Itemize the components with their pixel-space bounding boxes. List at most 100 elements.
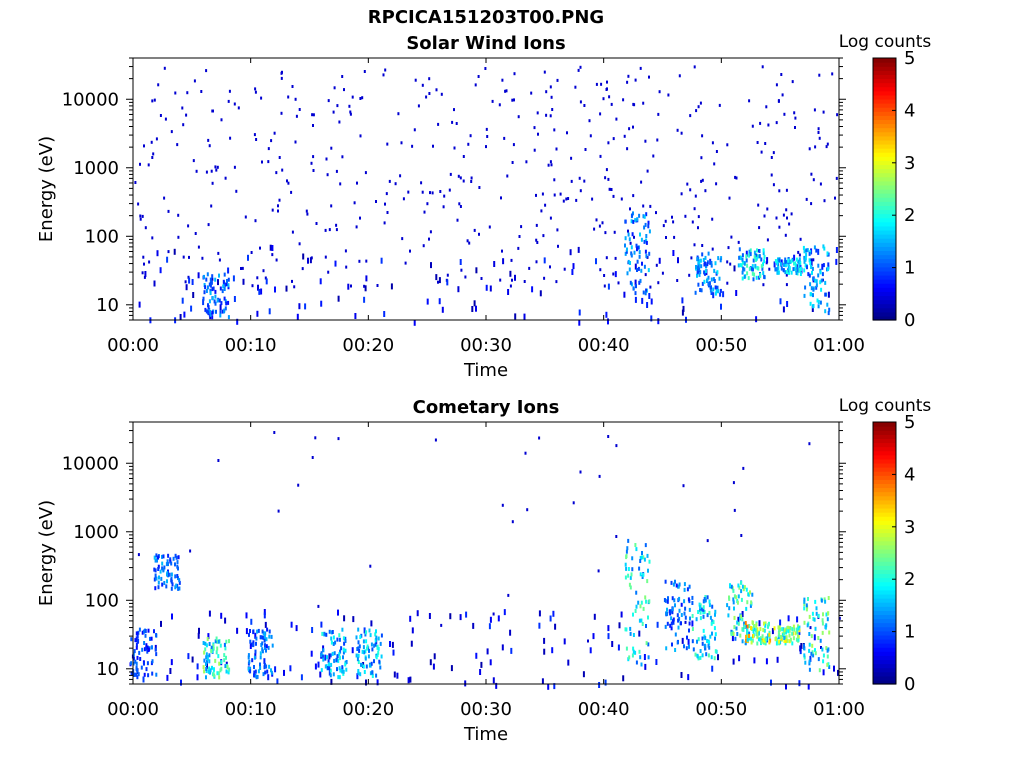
feature-cell — [763, 639, 766, 644]
feature-cell — [212, 643, 215, 648]
count-cell — [306, 212, 309, 216]
count-cell — [259, 246, 261, 250]
feature-cell — [130, 671, 133, 676]
feature-cell — [697, 260, 700, 265]
feature-cell — [328, 666, 331, 671]
feature-cell — [808, 251, 811, 256]
feature-cell — [745, 258, 748, 263]
feature-cell — [727, 613, 730, 618]
count-cell — [737, 240, 740, 244]
count-cell — [613, 230, 616, 234]
feature-cell — [827, 267, 830, 272]
feature-cell — [827, 311, 830, 316]
count-cell — [143, 275, 146, 279]
count-cell — [197, 272, 200, 279]
feature-cell — [218, 298, 221, 303]
count-cell — [324, 654, 327, 661]
feature-cell — [683, 587, 686, 592]
count-cell — [701, 244, 704, 247]
feature-cell — [360, 662, 362, 667]
feature-cell — [342, 647, 345, 652]
feature-cell — [176, 574, 179, 578]
count-cell — [680, 192, 683, 196]
count-cell — [232, 275, 235, 282]
feature-cell — [380, 654, 383, 659]
count-cell — [600, 82, 603, 86]
count-cell — [711, 141, 714, 145]
count-cell — [294, 140, 297, 144]
feature-cell — [819, 638, 822, 643]
count-cell — [220, 612, 223, 619]
count-cell — [753, 657, 756, 664]
count-cell — [535, 260, 538, 264]
count-cell — [646, 169, 649, 173]
count-cell — [823, 199, 826, 203]
feature-cell — [817, 273, 820, 278]
count-cell — [633, 103, 636, 107]
feature-cell — [342, 636, 345, 641]
count-cell — [293, 285, 296, 289]
count-cell — [348, 104, 351, 108]
count-cell — [536, 241, 539, 244]
count-cell — [578, 319, 581, 326]
feature-cell — [338, 666, 341, 671]
feature-cell — [820, 278, 823, 283]
count-cell — [646, 302, 649, 308]
colorbar-segment — [873, 184, 896, 190]
count-cell — [688, 273, 691, 277]
feature-cell — [791, 631, 794, 636]
feature-cell — [680, 621, 682, 626]
feature-cell — [702, 614, 705, 619]
count-cell — [704, 189, 707, 193]
count-cell — [687, 674, 690, 681]
feature-cell — [748, 631, 751, 636]
feature-cell — [743, 261, 746, 266]
colorbar-segment — [873, 651, 896, 656]
count-cell — [349, 110, 352, 114]
feature-cell — [702, 605, 705, 610]
feature-cell — [702, 628, 705, 633]
count-cell — [446, 279, 449, 286]
count-cell — [604, 679, 607, 686]
feature-cell — [812, 293, 814, 298]
count-cell — [227, 267, 230, 274]
count-cell — [157, 83, 160, 87]
count-cell — [469, 134, 472, 138]
count-cell — [298, 242, 301, 246]
feature-cell — [676, 613, 679, 618]
count-cell — [555, 280, 558, 284]
count-cell — [138, 301, 141, 308]
count-cell — [314, 436, 317, 440]
feature-cell — [170, 572, 173, 577]
feature-cell — [268, 634, 271, 639]
feature-cell — [220, 301, 223, 306]
count-cell — [715, 182, 718, 186]
colorbar-segment — [873, 643, 896, 648]
count-cell — [765, 105, 768, 109]
count-cell — [478, 186, 481, 189]
feature-cell — [701, 636, 704, 641]
count-cell — [310, 650, 313, 657]
feature-cell — [357, 669, 360, 673]
feature-cell — [648, 559, 651, 564]
feature-cell — [157, 555, 159, 560]
count-cell — [541, 678, 544, 685]
count-cell — [593, 613, 596, 620]
feature-cell — [153, 577, 156, 582]
feature-cell — [642, 290, 645, 295]
feature-cell — [809, 282, 812, 287]
colorbar-segment — [873, 479, 896, 484]
feature-cell — [746, 637, 749, 642]
feature-cell — [692, 647, 695, 652]
feature-cell — [136, 655, 139, 660]
count-cell — [644, 273, 647, 277]
count-cell — [219, 304, 222, 311]
feature-cell — [814, 651, 817, 656]
count-cell — [137, 553, 140, 557]
count-cell — [578, 176, 581, 180]
feature-cell — [330, 662, 333, 667]
feature-cell — [713, 626, 716, 631]
count-cell — [676, 279, 679, 282]
feature-cell — [178, 586, 181, 591]
count-cell — [673, 235, 676, 239]
